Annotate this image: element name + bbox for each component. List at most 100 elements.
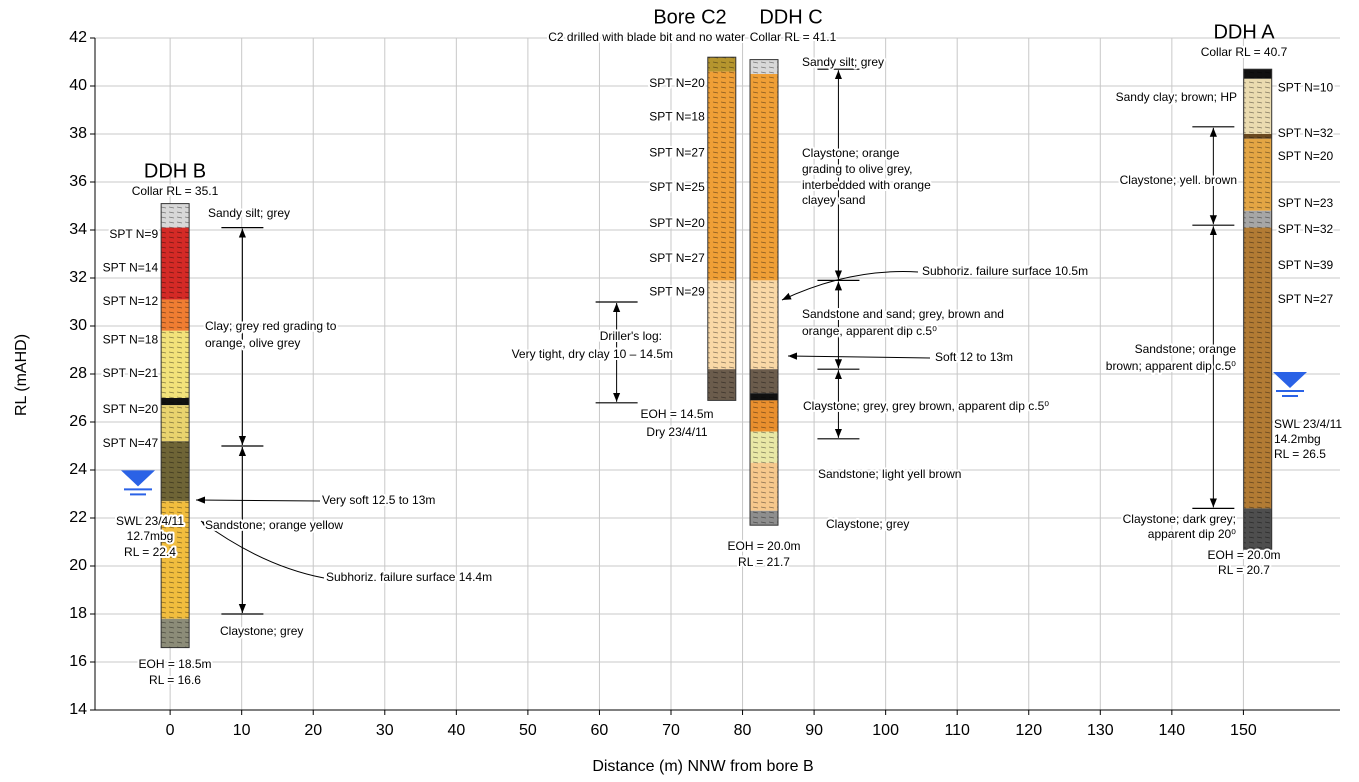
x-axis-label: Distance (m) NNW from bore B [592,758,813,775]
texture [750,59,779,526]
y-tick-label: 40 [69,77,87,94]
texture [707,57,736,401]
spt-label: SPT N=18 [103,333,159,347]
annotation: Sandstone; orange yellow [205,518,343,532]
y-tick-label: 24 [69,461,87,478]
bore-name: DDH A [1213,21,1275,43]
leader-arrow [200,520,325,579]
collar-label: Collar RL = 41.1 [750,30,837,44]
y-tick-label: 14 [69,701,87,718]
annotation: Subhoriz. failure surface 10.5m [922,264,1088,278]
x-tick-label: 50 [519,722,537,739]
annotation: Driller's log: [600,329,662,343]
swl-label: SWL 23/4/11 [116,514,184,528]
y-tick-label: 42 [69,29,87,46]
collar-label: Collar RL = 35.1 [132,184,219,198]
eoh-label: Dry 23/4/11 [646,425,707,439]
x-tick-label: 70 [662,722,680,739]
y-tick-label: 36 [69,173,87,190]
y-tick-label: 16 [69,653,87,670]
annotation: Sandy silt; grey [208,206,290,220]
spt-label: SPT N=9 [109,227,158,241]
swl-label: RL = 22.4 [124,545,176,559]
annotation: Sandy clay; brown; HP [1116,90,1237,104]
texture [1243,69,1272,550]
spt-label: SPT N=12 [103,294,159,308]
y-tick-label: 20 [69,557,87,574]
x-tick-label: 10 [233,722,251,739]
spt-label: SPT N=23 [1278,196,1334,210]
annotation: Clay; grey red grading to [205,319,337,333]
bore-name: Bore C2 [653,6,726,28]
x-tick-label: 90 [805,722,823,739]
spt-label: SPT N=20 [649,216,705,230]
spt-label: SPT N=47 [103,436,159,450]
annotation: grading to olive grey, [802,162,913,176]
x-tick-label: 0 [166,722,175,739]
spt-label: SPT N=39 [1278,258,1334,272]
annotation: Claystone; grey, grey brown, apparent di… [803,399,1049,413]
x-tick-label: 140 [1159,722,1186,739]
texture [161,203,190,648]
annotation: orange, olive grey [205,336,300,350]
y-tick-label: 26 [69,413,87,430]
bore-name: DDH B [144,160,206,182]
y-tick-label: 18 [69,605,87,622]
spt-label: SPT N=20 [649,76,705,90]
annotation: brown; apparent dip c.5⁰ [1106,359,1236,373]
spt-label: SPT N=20 [103,402,159,416]
annotation: Very soft 12.5 to 13m [322,493,435,507]
y-tick-label: 22 [69,509,87,526]
annotation: Sandstone; orange [1135,342,1237,356]
water-level [121,470,155,487]
x-tick-label: 120 [1015,722,1042,739]
spt-label: SPT N=20 [1278,149,1334,163]
annotation: Claystone; dark grey; [1123,512,1236,526]
annotation: Claystone; grey [220,624,303,638]
y-tick-label: 28 [69,365,87,382]
swl-label: RL = 26.5 [1274,447,1326,461]
annotation: apparent dip 20⁰ [1148,527,1236,541]
y-axis-label: RL (mAHD) [13,334,30,416]
annotation: Subhoriz. failure surface 14.4m [326,570,492,584]
spt-label: SPT N=21 [103,366,159,380]
x-tick-label: 40 [447,722,465,739]
swl-label: 14.2mbg [1274,432,1321,446]
annotation: C2 drilled with blade bit and no water [548,30,745,44]
leader-arrow [195,496,321,504]
y-tick-label: 32 [69,269,87,286]
spt-label: SPT N=27 [1278,292,1334,306]
eoh-label: RL = 21.7 [738,555,790,569]
x-tick-label: 100 [872,722,899,739]
annotation: Claystone; yell. brown [1120,173,1237,187]
x-tick-label: 20 [304,722,322,739]
annotation: Sandstone and sand; grey, brown and [802,307,1004,321]
x-tick-label: 130 [1087,722,1114,739]
eoh-label: EOH = 20.0m [1207,548,1280,562]
annotation: Soft 12 to 13m [935,350,1013,364]
annotation: interbedded with orange [802,178,931,192]
bore-column [160,203,190,649]
eoh-label: EOH = 20.0m [727,539,800,553]
bore-column [707,56,737,401]
annotation: clayey sand [802,193,865,207]
spt-label: SPT N=10 [1278,81,1334,95]
spt-label: SPT N=18 [649,109,705,123]
spt-label: SPT N=27 [649,145,705,159]
spt-label: SPT N=32 [1278,126,1334,140]
collar-label: Collar RL = 40.7 [1201,45,1288,59]
x-tick-label: 60 [591,722,609,739]
bore-column [1243,68,1273,550]
eoh-label: RL = 20.7 [1218,563,1270,577]
x-tick-label: 150 [1230,722,1257,739]
swl-label: SWL 23/4/11 [1274,417,1342,431]
swl-label: 12.7mbg [127,529,174,543]
x-tick-label: 30 [376,722,394,739]
x-tick-label: 110 [944,722,970,739]
leader-arrow [781,271,919,301]
x-tick-label: 80 [734,722,752,739]
spt-label: SPT N=32 [1278,222,1334,236]
leader-arrow [787,352,931,360]
